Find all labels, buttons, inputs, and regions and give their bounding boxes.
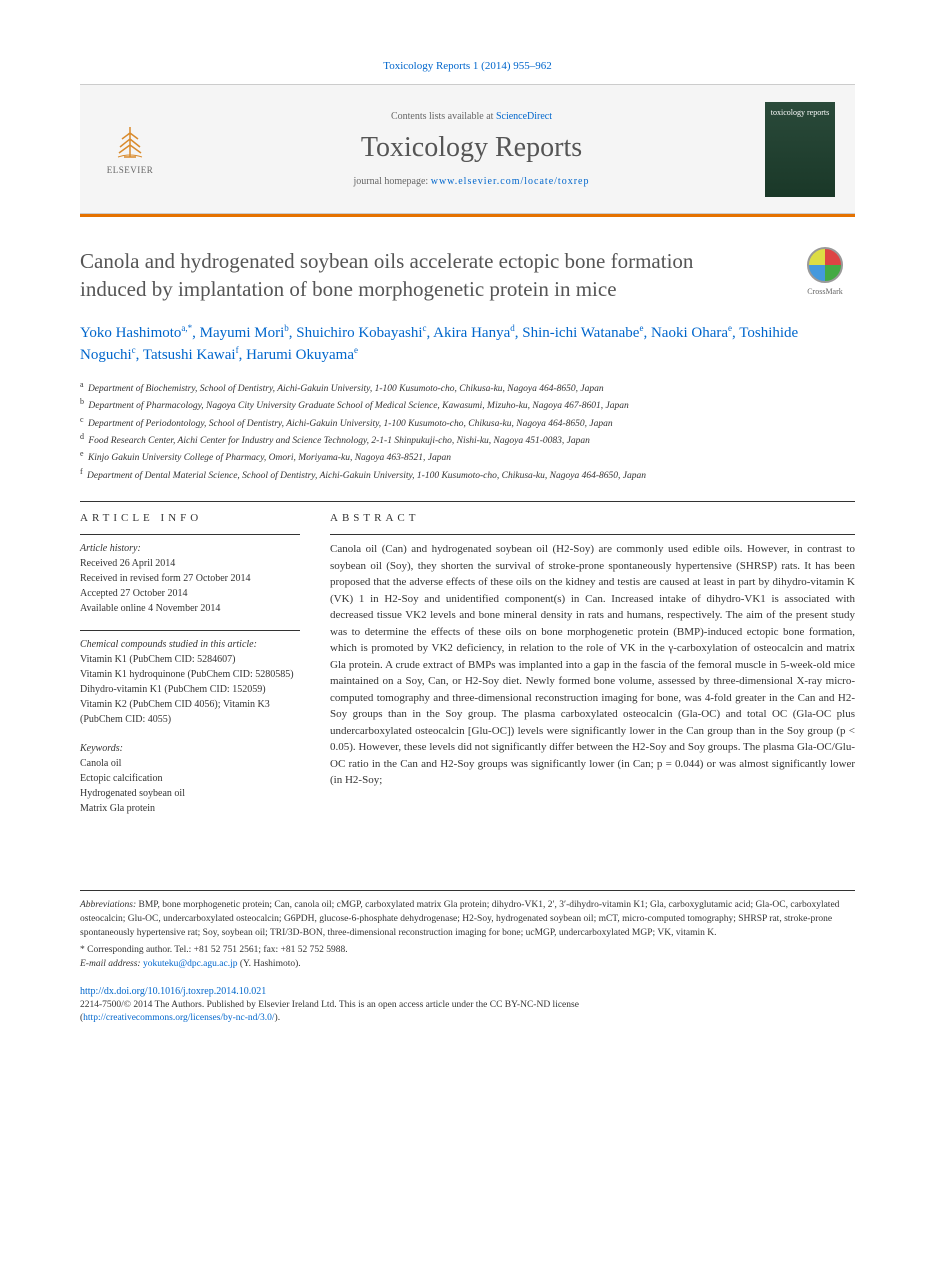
affiliation: c Department of Periodontology, School o…: [80, 414, 855, 431]
affiliation: a Department of Biochemistry, School of …: [80, 379, 855, 396]
license-paren-close: ).: [275, 1013, 281, 1023]
abstract-text: Canola oil (Can) and hydrogenated soybea…: [330, 541, 855, 789]
doi-line: http://dx.doi.org/10.1016/j.toxrep.2014.…: [80, 986, 855, 997]
license-line: 2214-7500/© 2014 The Authors. Published …: [80, 999, 855, 1026]
compound-item: Vitamin K1 hydroquinone (PubChem CID: 52…: [80, 667, 300, 682]
abbrev-label: Abbreviations:: [80, 900, 136, 910]
email-link[interactable]: yokuteku@dpc.agu.ac.jp: [143, 959, 238, 969]
article-info-column: ARTICLE INFO Article history: Received 2…: [80, 512, 300, 830]
affiliation: e Kinjo Gakuin University College of Pha…: [80, 448, 855, 465]
elsevier-logo-text: ELSEVIER: [107, 165, 154, 175]
elsevier-tree-icon: [110, 123, 150, 163]
info-rule: [80, 630, 300, 631]
corresponding-author: * Corresponding author. Tel.: +81 52 751…: [80, 944, 855, 958]
article-title: Canola and hydrogenated soybean oils acc…: [80, 247, 795, 304]
corr-text: Tel.: +81 52 751 2561; fax: +81 52 752 5…: [174, 945, 347, 955]
crossmark-icon: [807, 247, 843, 283]
keyword-item: Hydrogenated soybean oil: [80, 786, 300, 801]
chemical-compounds: Chemical compounds studied in this artic…: [80, 637, 300, 727]
header-citation: Toxicology Reports 1 (2014) 955–962: [80, 60, 855, 72]
affiliation: b Department of Pharmacology, Nagoya Cit…: [80, 396, 855, 413]
info-rule: [330, 534, 855, 535]
history-item: Received in revised form 27 October 2014: [80, 571, 300, 586]
compounds-label: Chemical compounds studied in this artic…: [80, 637, 300, 652]
abbrev-text: BMP, bone morphogenetic protein; Can, ca…: [80, 900, 839, 938]
footnotes: Abbreviations: BMP, bone morphogenetic p…: [80, 890, 855, 972]
history-label: Article history:: [80, 541, 300, 556]
journal-homepage-line: journal homepage: www.elsevier.com/locat…: [178, 176, 765, 187]
info-rule: [80, 534, 300, 535]
journal-cover-thumb: toxicology reports: [765, 102, 835, 197]
homepage-link[interactable]: www.elsevier.com/locate/toxrep: [431, 176, 590, 187]
keywords: Keywords: Canola oil Ectopic calcificati…: [80, 741, 300, 816]
article-info-heading: ARTICLE INFO: [80, 512, 300, 524]
keyword-item: Canola oil: [80, 756, 300, 771]
contents-prefix: Contents lists available at: [391, 111, 496, 122]
abstract-column: ABSTRACT Canola oil (Can) and hydrogenat…: [330, 512, 855, 830]
keyword-item: Ectopic calcification: [80, 771, 300, 786]
sciencedirect-link[interactable]: ScienceDirect: [496, 111, 552, 122]
abstract-heading: ABSTRACT: [330, 512, 855, 524]
affiliations: a Department of Biochemistry, School of …: [80, 379, 855, 483]
email-line: E-mail address: yokuteku@dpc.agu.ac.jp (…: [80, 958, 855, 972]
journal-name: Toxicology Reports: [178, 132, 765, 164]
keyword-item: Matrix Gla protein: [80, 801, 300, 816]
elsevier-logo[interactable]: ELSEVIER: [100, 114, 160, 184]
email-suffix: (Y. Hashimoto).: [237, 959, 300, 969]
crossmark-badge[interactable]: CrossMark: [795, 247, 855, 296]
authors-list: Yoko Hashimotoa,*, Mayumi Morib, Shuichi…: [80, 322, 855, 367]
compound-item: Dihydro-vitamin K1 (PubChem CID: 152059): [80, 682, 300, 697]
compound-item: Vitamin K2 (PubChem CID 4056); Vitamin K…: [80, 697, 300, 727]
article-history: Article history: Received 26 April 2014 …: [80, 541, 300, 616]
history-item: Available online 4 November 2014: [80, 601, 300, 616]
affiliation: f Department of Dental Material Science,…: [80, 466, 855, 483]
history-item: Accepted 27 October 2014: [80, 586, 300, 601]
section-divider: [80, 501, 855, 502]
crossmark-label: CrossMark: [795, 287, 855, 296]
homepage-prefix: journal homepage:: [354, 176, 431, 187]
keywords-label: Keywords:: [80, 741, 300, 756]
email-label: E-mail address:: [80, 959, 143, 969]
corr-label: * Corresponding author.: [80, 945, 174, 955]
license-text: 2214-7500/© 2014 The Authors. Published …: [80, 1000, 579, 1010]
license-link[interactable]: http://creativecommons.org/licenses/by-n…: [83, 1013, 274, 1023]
doi-link[interactable]: http://dx.doi.org/10.1016/j.toxrep.2014.…: [80, 986, 266, 997]
abbreviations: Abbreviations: BMP, bone morphogenetic p…: [80, 899, 855, 940]
cover-thumb-title: toxicology reports: [771, 108, 829, 118]
journal-header-band: ELSEVIER Contents lists available at Sci…: [80, 84, 855, 214]
compound-item: Vitamin K1 (PubChem CID: 5284607): [80, 652, 300, 667]
accent-bar: [80, 214, 855, 217]
contents-available-line: Contents lists available at ScienceDirec…: [178, 111, 765, 122]
affiliation: d Food Research Center, Aichi Center for…: [80, 431, 855, 448]
history-item: Received 26 April 2014: [80, 556, 300, 571]
